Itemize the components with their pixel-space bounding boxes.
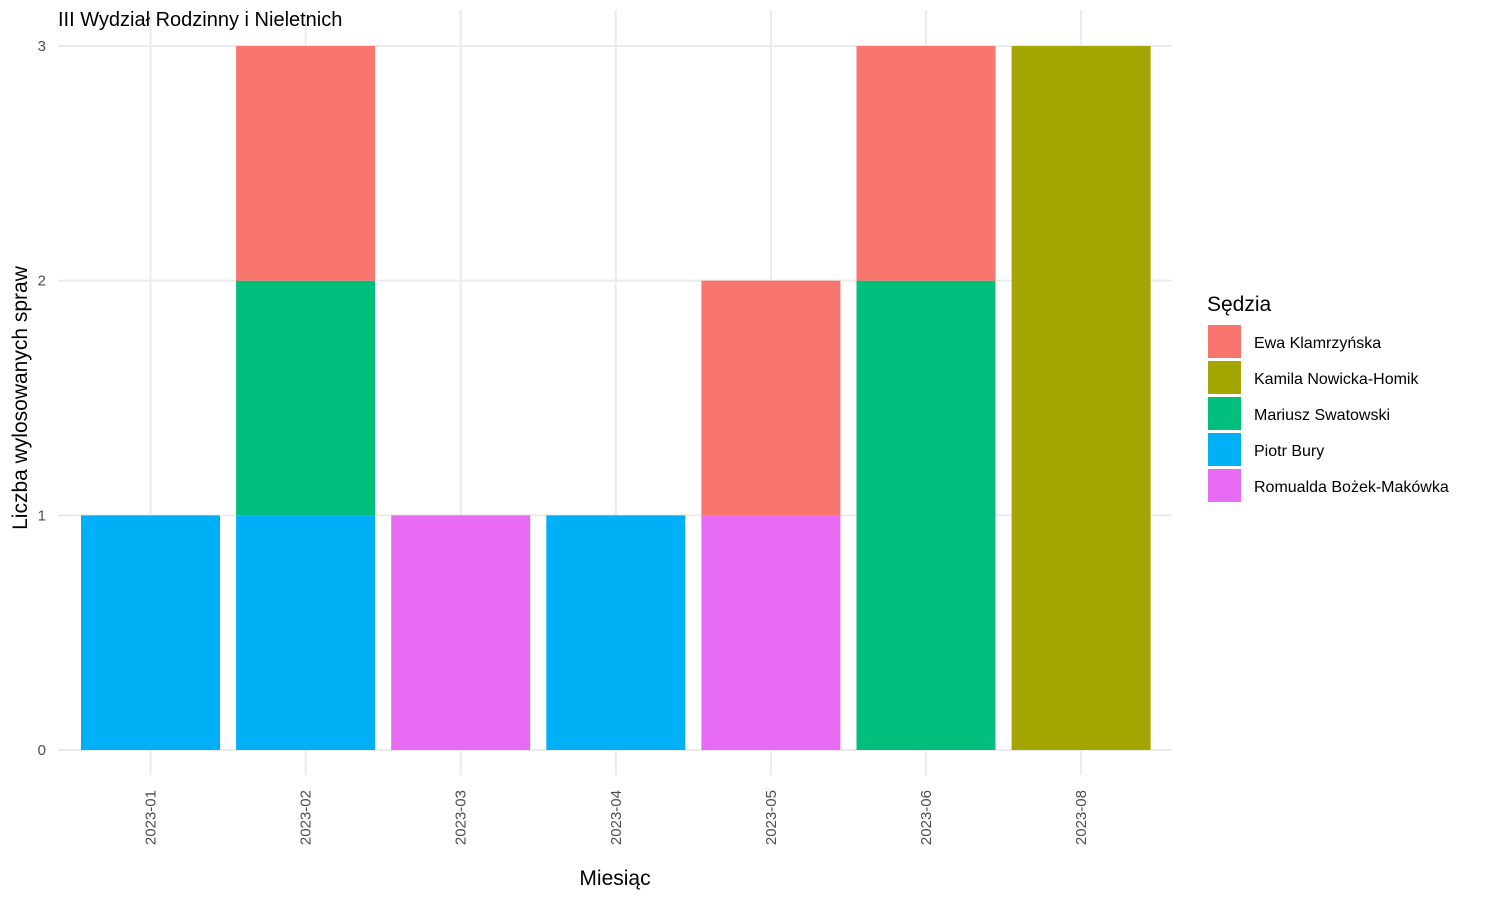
legend-label: Kamila Nowicka-Homik bbox=[1254, 371, 1419, 388]
bar-segment bbox=[856, 46, 996, 281]
legend-items: Ewa Klamrzyńska Kamila Nowicka-Homik Mariu… bbox=[1208, 325, 1449, 502]
legend-label: Romualda Bożek-Makówka bbox=[1254, 479, 1449, 496]
legend-swatch bbox=[1208, 361, 1241, 394]
legend-label: Piotr Bury bbox=[1254, 443, 1324, 460]
legend-swatch bbox=[1208, 325, 1241, 358]
x-tick-label: 2023-03 bbox=[453, 790, 470, 845]
bar-segment bbox=[236, 280, 376, 516]
bar-segment bbox=[856, 280, 996, 750]
legend-label: Mariusz Swatowski bbox=[1254, 407, 1390, 424]
legend-swatch bbox=[1208, 433, 1241, 466]
bars-layer bbox=[81, 46, 1151, 750]
y-tick-label: 1 bbox=[38, 507, 46, 524]
x-tick-label: 2023-04 bbox=[608, 790, 625, 845]
y-tick-label: 0 bbox=[38, 742, 46, 759]
y-tick-label: 3 bbox=[38, 38, 46, 55]
legend-title: Sędzia bbox=[1207, 293, 1272, 316]
bar-segment bbox=[391, 515, 531, 750]
legend: Sędzia Ewa Klamrzyńska Kamila Nowicka-Hom… bbox=[1207, 293, 1449, 502]
chart-title: III Wydział Rodzinny i Nieletnich bbox=[58, 9, 342, 31]
bar-segment bbox=[546, 515, 686, 750]
legend-swatch bbox=[1208, 397, 1241, 430]
bar-segment bbox=[701, 280, 841, 516]
x-axis-title: Miesiąc bbox=[579, 867, 650, 890]
bar-segment bbox=[81, 515, 220, 750]
x-tick-label: 2023-08 bbox=[1073, 790, 1090, 845]
bar-segment bbox=[236, 515, 376, 750]
ticks-layer: 0 1 2 3 2023-01 2023-02 2023-03 2023-04 2023-05 2… bbox=[38, 38, 1090, 845]
x-tick-label: 2023-01 bbox=[143, 790, 160, 845]
x-tick-label: 2023-02 bbox=[298, 790, 315, 845]
x-tick-label: 2023-06 bbox=[918, 790, 935, 845]
x-tick-label: 2023-05 bbox=[763, 790, 780, 845]
y-axis-title: Liczba wylosowanych spraw bbox=[9, 265, 32, 530]
legend-swatch bbox=[1208, 469, 1241, 502]
y-tick-label: 2 bbox=[38, 273, 46, 290]
legend-label: Ewa Klamrzyńska bbox=[1254, 335, 1381, 352]
bar-segment bbox=[1011, 46, 1151, 750]
bar-segment bbox=[701, 515, 841, 750]
bar-segment bbox=[236, 46, 376, 281]
